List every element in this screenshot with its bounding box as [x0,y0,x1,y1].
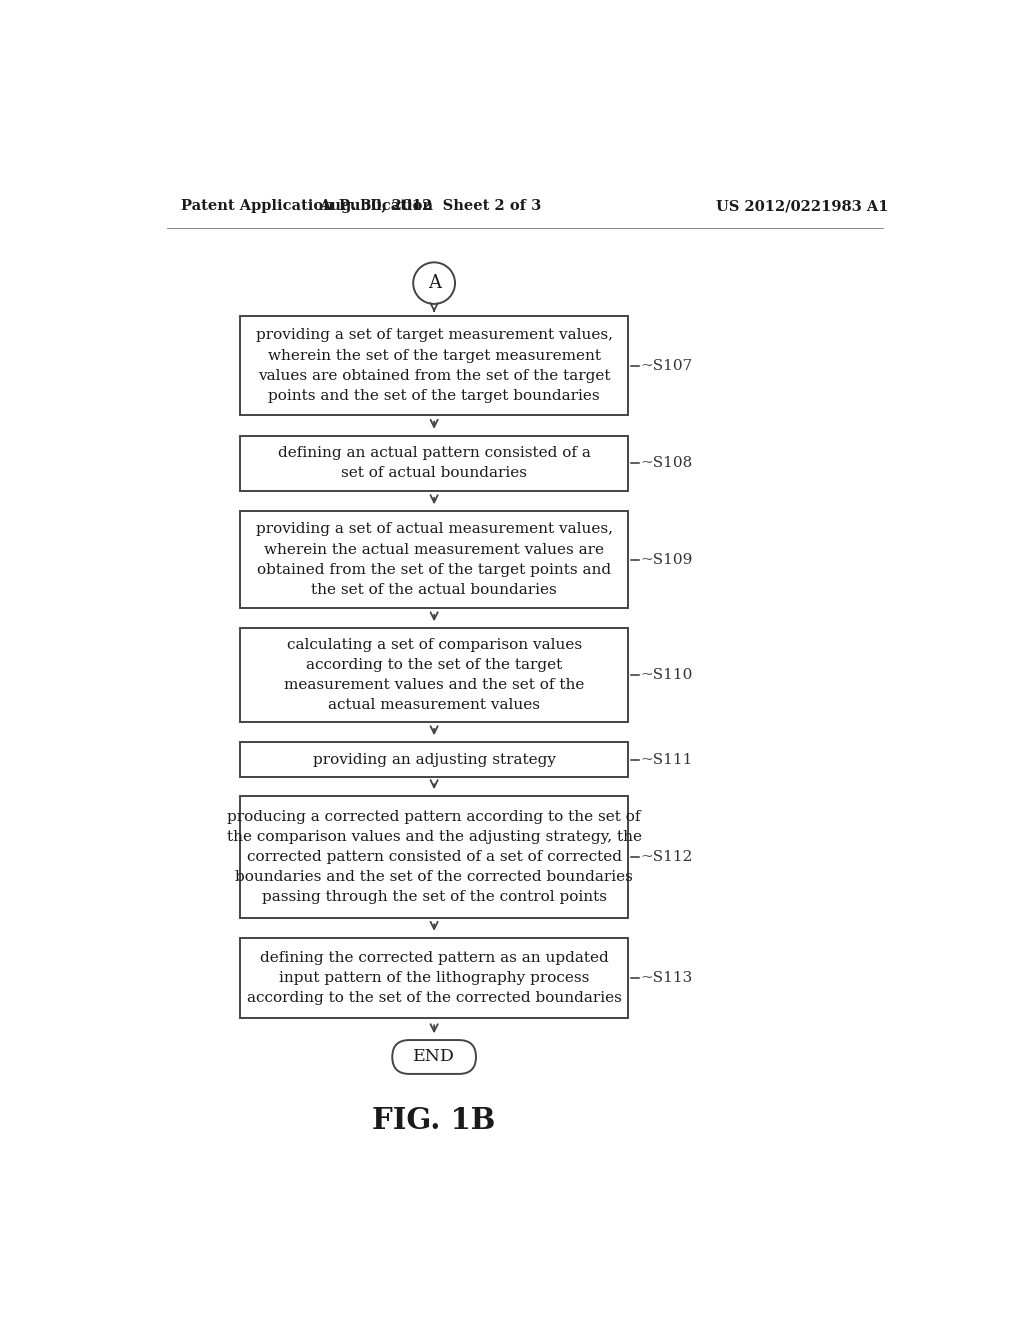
Bar [241,511,628,609]
Text: providing a set of actual measurement values,
wherein the actual measurement val: providing a set of actual measurement va… [256,523,612,597]
Bar [241,628,628,722]
Text: providing a set of target measurement values,
wherein the set of the target meas: providing a set of target measurement va… [256,329,612,403]
Bar [241,937,628,1019]
Text: defining the corrected pattern as an updated
input pattern of the lithography pr: defining the corrected pattern as an upd… [247,950,622,1005]
Text: END: END [414,1048,455,1065]
Bar [241,796,628,917]
Text: ~S111: ~S111 [640,752,692,767]
Text: calculating a set of comparison values
according to the set of the target
measur: calculating a set of comparison values a… [284,638,585,713]
Bar [241,317,628,414]
Text: Patent Application Publication: Patent Application Publication [180,199,433,213]
Text: ~S110: ~S110 [640,668,692,682]
Text: ~S112: ~S112 [640,850,692,863]
Text: providing an adjusting strategy: providing an adjusting strategy [312,752,556,767]
Text: US 2012/0221983 A1: US 2012/0221983 A1 [716,199,889,213]
Text: FIG. 1B: FIG. 1B [373,1106,496,1135]
Text: producing a corrected pattern according to the set of
the comparison values and : producing a corrected pattern according … [226,809,642,904]
Text: defining an actual pattern consisted of a
set of actual boundaries: defining an actual pattern consisted of … [278,446,591,480]
Text: ~S113: ~S113 [640,972,692,985]
FancyBboxPatch shape [392,1040,476,1074]
Text: ~S108: ~S108 [640,457,692,470]
Bar [241,436,628,491]
Text: Aug. 30, 2012  Sheet 2 of 3: Aug. 30, 2012 Sheet 2 of 3 [319,199,542,213]
Text: ~S107: ~S107 [640,359,692,372]
Text: ~S109: ~S109 [640,553,692,566]
Text: A: A [428,275,440,292]
Bar [241,742,628,777]
